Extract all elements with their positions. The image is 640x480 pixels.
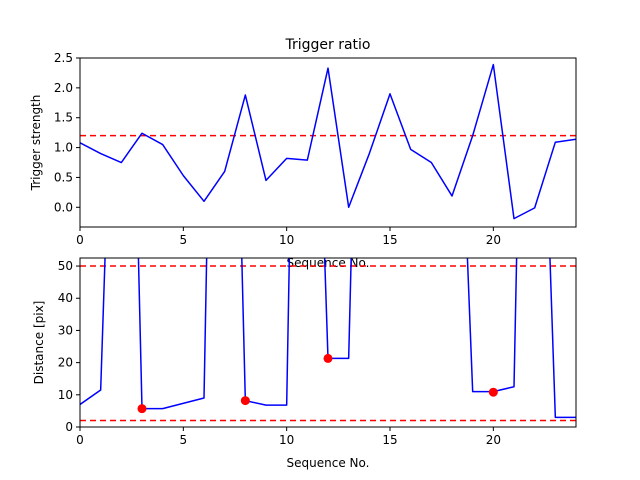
tick-group: 0 5 10 15 20 0 10 20 30 40 50: [58, 259, 501, 447]
series-line: [80, 63, 576, 220]
marker-group: [137, 353, 498, 414]
plot-frame: [79, 257, 577, 428]
data-point-marker: [488, 387, 498, 397]
x-tick-label: 20: [486, 233, 501, 247]
y-tick-label: 0.0: [54, 200, 73, 214]
x-tick-label: 10: [279, 433, 294, 447]
trigger-ratio-panel: Trigger ratio Trigger strength Sequence …: [29, 37, 577, 270]
y-tick-label: 0.5: [54, 170, 73, 184]
x-tick-label: 10: [279, 233, 294, 247]
chart-title: Trigger ratio: [284, 37, 370, 53]
y-tick-label: 30: [58, 323, 73, 337]
x-tick-label: 0: [76, 433, 84, 447]
series-group: [80, 63, 576, 220]
x-tick-label: 0: [76, 233, 84, 247]
y-tick-label: 20: [58, 356, 73, 370]
x-tick-label: 15: [382, 233, 397, 247]
y-axis-label: Trigger strength: [29, 95, 43, 192]
data-point-marker: [323, 353, 333, 363]
y-axis-label: Distance [pix]: [32, 301, 46, 385]
data-point-marker: [137, 404, 147, 414]
y-tick-label: 2.5: [54, 51, 73, 65]
x-tick-label: 20: [486, 433, 501, 447]
distance-panel: Distance [pix] Sequence No. 0 5 10 15 20 0 10 2…: [32, 257, 577, 470]
y-tick-label: 1.0: [54, 141, 73, 155]
x-tick-label: 15: [382, 433, 397, 447]
y-tick-label: 10: [58, 388, 73, 402]
y-tick-label: 1.5: [54, 111, 73, 125]
x-axis-label: Sequence No.: [287, 456, 370, 470]
reference-lines: [80, 265, 576, 422]
y-tick-label: 2.0: [54, 81, 73, 95]
y-tick-label: 0: [65, 420, 73, 434]
x-axis-label: Sequence No.: [287, 256, 370, 270]
y-tick-label: 50: [58, 259, 73, 273]
plot-frame: [79, 57, 577, 228]
data-point-marker: [240, 396, 250, 406]
x-tick-label: 5: [180, 233, 188, 247]
y-tick-label: 40: [58, 291, 73, 305]
x-tick-label: 5: [180, 433, 188, 447]
tick-group: 0 5 10 15 20 0.0 0.5 1.0 1.5 2.0 2.5: [54, 51, 501, 247]
